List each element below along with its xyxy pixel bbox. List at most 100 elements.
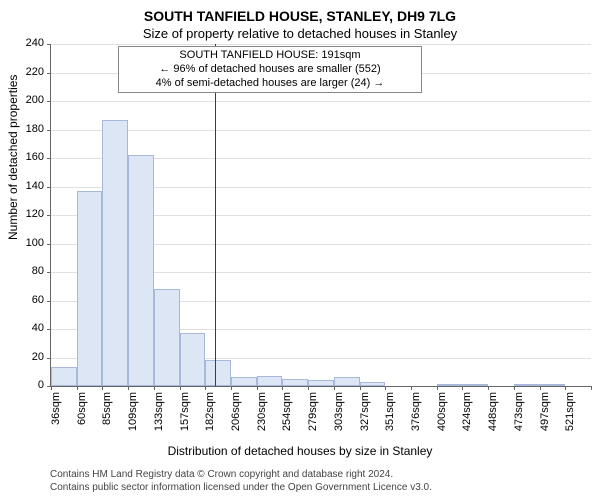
histogram-bar — [282, 379, 308, 386]
xtick-mark — [565, 386, 566, 390]
gridline — [51, 44, 591, 45]
ytick-mark — [47, 158, 51, 159]
ytick-mark — [47, 215, 51, 216]
xtick-mark — [411, 386, 412, 390]
histogram-bar — [257, 376, 283, 386]
plot-area — [50, 44, 591, 387]
histogram-bar — [540, 384, 566, 386]
ytick-label: 20 — [14, 351, 44, 363]
xtick-mark — [102, 386, 103, 390]
callout-line3: 4% of semi-detached houses are larger (2… — [123, 77, 417, 91]
histogram-bar — [308, 380, 334, 386]
xtick-mark — [77, 386, 78, 390]
histogram-bar — [180, 333, 206, 386]
xtick-mark — [385, 386, 386, 390]
histogram-bar — [231, 377, 257, 386]
xtick-label: 279sqm — [307, 392, 319, 440]
marker-callout: SOUTH TANFIELD HOUSE: 191sqm ← 96% of de… — [118, 46, 422, 93]
xtick-mark — [282, 386, 283, 390]
ytick-mark — [47, 244, 51, 245]
xtick-mark — [231, 386, 232, 390]
ytick-label: 160 — [14, 151, 44, 163]
ytick-label: 80 — [14, 265, 44, 277]
ytick-mark — [47, 73, 51, 74]
ytick-label: 220 — [14, 66, 44, 78]
footnote-2: Contains public sector information licen… — [50, 481, 432, 494]
histogram-bar — [334, 377, 360, 386]
xtick-mark — [540, 386, 541, 390]
histogram-bar — [51, 367, 77, 386]
xtick-label: 424sqm — [461, 392, 473, 440]
xtick-label: 85sqm — [101, 392, 113, 440]
xtick-label: 206sqm — [230, 392, 242, 440]
xtick-label: 376sqm — [410, 392, 422, 440]
xtick-mark — [360, 386, 361, 390]
xtick-label: 400sqm — [436, 392, 448, 440]
ytick-label: 200 — [14, 94, 44, 106]
xtick-mark — [128, 386, 129, 390]
xtick-mark — [308, 386, 309, 390]
xtick-mark — [591, 386, 592, 390]
histogram-bar — [128, 155, 154, 386]
xtick-mark — [334, 386, 335, 390]
callout-line1: SOUTH TANFIELD HOUSE: 191sqm — [123, 49, 417, 63]
ytick-label: 240 — [14, 37, 44, 49]
chart-title: SOUTH TANFIELD HOUSE, STANLEY, DH9 7LG — [0, 8, 600, 24]
xtick-label: 351sqm — [384, 392, 396, 440]
xtick-mark — [257, 386, 258, 390]
xtick-label: 109sqm — [127, 392, 139, 440]
ytick-label: 180 — [14, 123, 44, 135]
ytick-label: 100 — [14, 237, 44, 249]
ytick-mark — [47, 101, 51, 102]
ytick-mark — [47, 44, 51, 45]
histogram-bar — [154, 289, 180, 386]
xtick-label: 448sqm — [487, 392, 499, 440]
ytick-mark — [47, 187, 51, 188]
ytick-label: 40 — [14, 322, 44, 334]
histogram-bar — [462, 384, 488, 386]
ytick-mark — [47, 301, 51, 302]
xtick-mark — [51, 386, 52, 390]
xtick-mark — [154, 386, 155, 390]
marker-line — [215, 44, 216, 386]
gridline — [51, 101, 591, 102]
x-axis-label: Distribution of detached houses by size … — [0, 444, 600, 458]
xtick-mark — [488, 386, 489, 390]
histogram-bar — [77, 191, 103, 386]
xtick-mark — [514, 386, 515, 390]
xtick-label: 303sqm — [333, 392, 345, 440]
xtick-label: 254sqm — [281, 392, 293, 440]
xtick-label: 327sqm — [359, 392, 371, 440]
ytick-label: 140 — [14, 180, 44, 192]
xtick-mark — [180, 386, 181, 390]
ytick-mark — [47, 130, 51, 131]
callout-line2: ← 96% of detached houses are smaller (55… — [123, 63, 417, 77]
histogram-bar — [437, 384, 463, 386]
ytick-label: 0 — [14, 379, 44, 391]
ytick-mark — [47, 272, 51, 273]
xtick-mark — [462, 386, 463, 390]
xtick-label: 497sqm — [539, 392, 551, 440]
chart-container: SOUTH TANFIELD HOUSE, STANLEY, DH9 7LG S… — [0, 0, 600, 500]
xtick-label: 182sqm — [204, 392, 216, 440]
chart-subtitle: Size of property relative to detached ho… — [0, 26, 600, 41]
xtick-label: 230sqm — [256, 392, 268, 440]
xtick-label: 521sqm — [564, 392, 576, 440]
ytick-mark — [47, 329, 51, 330]
xtick-label: 60sqm — [76, 392, 88, 440]
xtick-label: 473sqm — [513, 392, 525, 440]
footnotes: Contains HM Land Registry data © Crown c… — [50, 468, 432, 494]
xtick-label: 157sqm — [179, 392, 191, 440]
gridline — [51, 130, 591, 131]
histogram-bar — [514, 384, 540, 386]
ytick-mark — [47, 358, 51, 359]
histogram-bar — [205, 360, 231, 386]
histogram-bar — [102, 120, 128, 386]
ytick-label: 60 — [14, 294, 44, 306]
xtick-mark — [437, 386, 438, 390]
ytick-label: 120 — [14, 208, 44, 220]
histogram-bar — [360, 382, 386, 386]
xtick-label: 133sqm — [153, 392, 165, 440]
xtick-mark — [205, 386, 206, 390]
footnote-1: Contains HM Land Registry data © Crown c… — [50, 468, 432, 481]
